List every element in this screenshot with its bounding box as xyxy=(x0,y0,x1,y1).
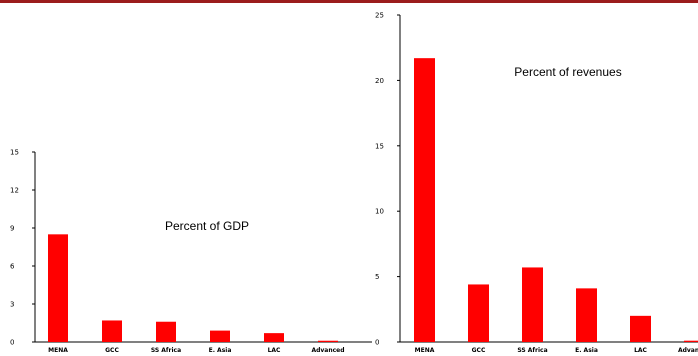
gdp-category-label: Advanced xyxy=(311,347,344,354)
gdp-bar xyxy=(102,320,122,342)
gdp-y-tick-label: 6 xyxy=(10,263,15,271)
revenues-bar xyxy=(630,315,651,342)
top-rule xyxy=(0,0,698,3)
revenues-bar xyxy=(522,267,543,342)
gdp-y-tick-label: 0 xyxy=(10,339,14,347)
revenues-category-label: E. Asia xyxy=(575,347,598,354)
gdp-bar xyxy=(210,330,230,342)
gdp-bar xyxy=(156,321,176,342)
revenues-category-label: SS Africa xyxy=(517,347,547,354)
revenues-bar xyxy=(468,284,489,342)
gdp-bar xyxy=(48,234,68,342)
revenues-y-tick-label: 25 xyxy=(375,12,384,20)
gdp-annotation: Percent of GDP xyxy=(165,219,249,233)
gdp-y-tick-label: 9 xyxy=(10,225,14,233)
revenues-y-tick-label: 0 xyxy=(375,339,379,347)
gdp-y-tick-label: 15 xyxy=(10,149,19,157)
revenues-category-label: GCC xyxy=(472,347,486,354)
revenues-category-label: Advanced xyxy=(678,347,698,354)
revenues-bar xyxy=(576,288,597,342)
gdp-y-tick-label: 3 xyxy=(10,301,14,309)
revenues-y-tick-label: 15 xyxy=(375,142,384,150)
revenues-y-tick-label: 10 xyxy=(375,208,384,216)
gdp-category-label: LAC xyxy=(268,347,281,354)
gdp-bar xyxy=(318,340,338,342)
revenues-bar xyxy=(414,58,435,342)
revenues-category-label: MENA xyxy=(415,347,435,354)
gdp-category-label: GCC xyxy=(105,347,119,354)
gdp-bar xyxy=(264,333,284,342)
revenues-bar xyxy=(684,340,698,342)
revenues-chart: 0 5 10 15 20 25 MENA GCC SS Africa E. Asia LAC Adva… xyxy=(375,12,698,354)
gdp-chart: 0 3 6 9 12 15 MENA GCC SS Africa E. Asia LAC Advanc… xyxy=(10,149,372,354)
gdp-y-tick-label: 12 xyxy=(10,187,19,195)
gdp-category-label: MENA xyxy=(48,347,68,354)
gdp-category-label: SS Africa xyxy=(151,347,181,354)
revenues-y-tick-label: 20 xyxy=(375,77,384,85)
revenues-y-tick-label: 5 xyxy=(375,273,379,281)
revenues-category-label: LAC xyxy=(634,347,647,354)
revenues-annotation: Percent of revenues xyxy=(514,65,621,79)
gdp-category-label: E. Asia xyxy=(209,347,232,354)
